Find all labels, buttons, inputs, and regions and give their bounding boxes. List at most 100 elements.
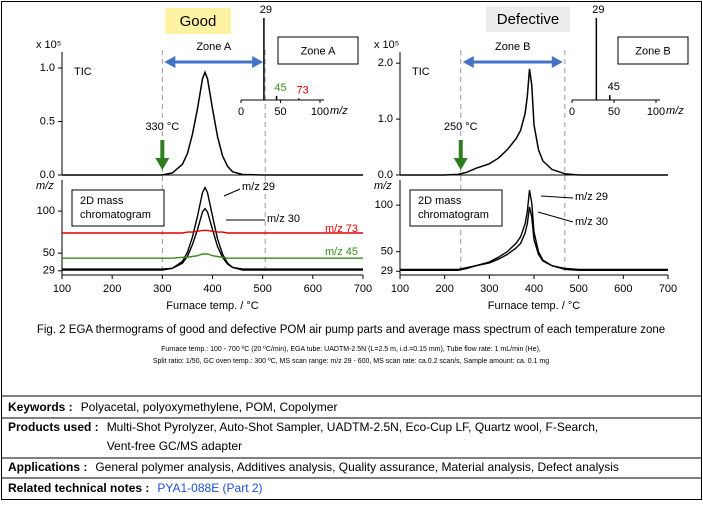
info-value: Polyacetal, polyoxymethylene, POM, Copol…	[81, 400, 338, 414]
mass-trace	[400, 206, 668, 271]
x-tick-label: 700	[659, 283, 677, 295]
y-tick-label: 50	[43, 247, 55, 259]
onset-label: 250 °C	[444, 121, 478, 133]
onset-arrowhead	[155, 158, 170, 170]
zone-arrowhead	[462, 56, 474, 68]
series-label: TIC	[412, 66, 430, 78]
badge: Defective	[497, 11, 560, 28]
y-tick-label: 1.0	[40, 62, 55, 74]
inset-title: Zone B	[635, 45, 670, 57]
zone-arrowhead	[252, 56, 264, 68]
inset-tick-label: 50	[274, 106, 286, 118]
y-tick-label: 2.0	[378, 57, 393, 69]
conditions: Furnace temp.: 100 - 700 ºC (20 ºC/min),…	[161, 346, 541, 353]
onset-arrowhead	[453, 158, 468, 170]
inset-axis-label: m/z	[330, 105, 348, 117]
trace-label: m/z 30	[575, 216, 608, 228]
info-value: Multi-Shot Pyrolyzer, Auto-Shot Sampler,…	[107, 420, 599, 434]
legend-text: chromatogram	[80, 209, 151, 221]
inset-tick-label: 50	[608, 106, 620, 118]
mass-trace	[62, 229, 363, 234]
x-tick-label: 200	[103, 283, 121, 295]
zone-label: Zone A	[196, 41, 232, 53]
trace-label: m/z 73	[325, 223, 358, 235]
info-value: Vent-free GC/MS adapter	[107, 439, 242, 453]
tic-line	[62, 70, 363, 176]
conditions: Split ratio: 1/50, GC oven temp.: 300 ºC…	[153, 358, 549, 365]
x-tick-label: 500	[253, 283, 271, 295]
y-tick-label: 100	[37, 205, 55, 217]
x-tick-label: 200	[435, 283, 453, 295]
leader-line	[540, 195, 574, 199]
peak-label: 29	[592, 4, 604, 16]
x-tick-label: 100	[53, 283, 71, 295]
y-tick-label: 0.5	[40, 115, 55, 127]
x-tick-label: 300	[480, 283, 498, 295]
badge-box	[486, 6, 570, 32]
leader-line	[537, 211, 574, 223]
inset-tick-label: 100	[311, 106, 329, 118]
y-tick-label: 29	[43, 265, 55, 277]
trace-label: m/z 45	[325, 246, 358, 258]
legend-box	[71, 189, 165, 227]
y-tick-label: 50	[381, 246, 393, 258]
inset-title-box	[277, 36, 359, 65]
peak-label: 45	[274, 82, 286, 94]
inset-tick-label: 0	[238, 106, 244, 118]
series-label: TIC	[74, 66, 92, 78]
legend-text: chromatogram	[418, 209, 489, 221]
x-tick-label: 700	[354, 283, 372, 295]
peak-label: 45	[608, 81, 620, 93]
zone-label: Zone B	[495, 41, 530, 53]
y-tick-label: 100	[375, 199, 393, 211]
onset-label: 330 °C	[145, 121, 179, 133]
info-label: Products used :	[8, 420, 99, 434]
peak-label: 29	[260, 4, 272, 16]
mass-trace	[62, 207, 363, 270]
x-tick-label: 100	[391, 283, 409, 295]
trace-label: m/z 29	[575, 191, 608, 203]
axis-label: m/z	[36, 180, 54, 192]
legend-text: 2D mass	[80, 195, 124, 207]
trace-label: m/z 29	[242, 181, 275, 193]
trace-label: m/z 30	[267, 213, 300, 225]
x-axis-label: Furnace temp. / °C	[488, 300, 580, 312]
y-tick-label: 0.0	[378, 169, 393, 181]
x-tick-label: 400	[525, 283, 543, 295]
figure-caption: Fig. 2 EGA thermograms of good and defec…	[37, 324, 665, 336]
inset-title: Zone A	[301, 45, 337, 57]
inset-title-box	[617, 36, 689, 65]
legend-text: 2D mass	[418, 195, 462, 207]
x-tick-label: 600	[304, 283, 322, 295]
badge-box	[165, 8, 231, 34]
info-label: Applications :	[8, 460, 87, 474]
x-tick-label: 500	[569, 283, 587, 295]
y-tick-label: 1.0	[378, 113, 393, 125]
x-axis-label: Furnace temp. / °C	[166, 300, 258, 312]
y-tick-label: 0.0	[40, 169, 55, 181]
x-tick-label: 400	[203, 283, 221, 295]
inset-axis-label: m/z	[666, 105, 684, 117]
info-label: Related technical notes :	[8, 481, 149, 495]
legend-box	[409, 189, 503, 227]
inset-tick-label: 100	[647, 106, 665, 118]
zone-arrowhead	[164, 56, 176, 68]
scale-label: x 10⁵	[36, 39, 61, 51]
inset-tick-label: 0	[569, 106, 575, 118]
info-label: Keywords :	[8, 400, 73, 414]
zone-arrowhead	[551, 56, 563, 68]
leader-line	[223, 188, 241, 197]
axis-label: m/z	[374, 180, 392, 192]
peak-label: 73	[297, 84, 309, 96]
y-tick-label: 29	[381, 265, 393, 277]
technical-note-link[interactable]: PYA1-088E (Part 2)	[157, 481, 262, 495]
mass-trace	[62, 253, 363, 259]
x-tick-label: 600	[614, 283, 632, 295]
info-value: General polymer analysis, Additives anal…	[95, 460, 619, 474]
badge: Good	[180, 13, 217, 30]
scale-label: x 10⁵	[374, 39, 399, 51]
x-tick-label: 300	[153, 283, 171, 295]
tic-line	[400, 68, 668, 176]
